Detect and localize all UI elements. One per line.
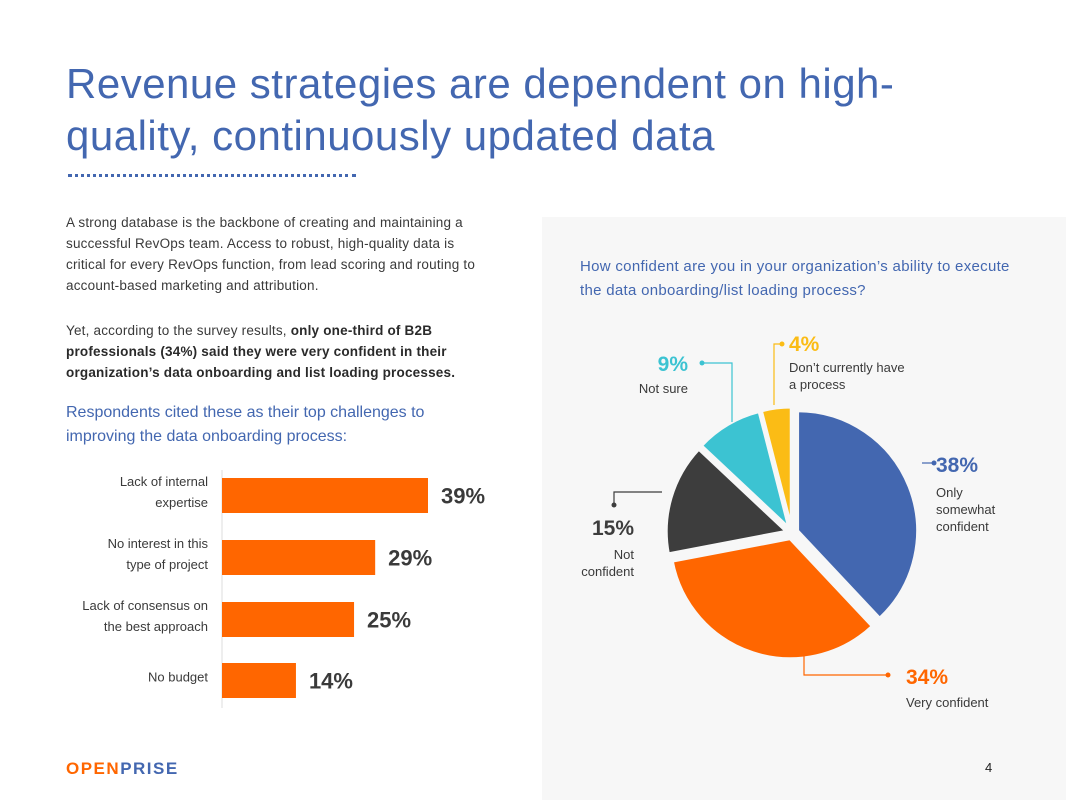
challenges-heading: Respondents cited these as their top cha… bbox=[66, 404, 425, 445]
leader-dot bbox=[611, 502, 617, 508]
finding-prefix: Yet, according to the survey results, bbox=[66, 323, 291, 338]
pie-slice bbox=[796, 409, 920, 621]
pie-value-label: 38% bbox=[936, 454, 978, 477]
bar-value-label: 25% bbox=[367, 608, 411, 633]
pie-category-label: confident bbox=[936, 519, 989, 534]
bar-category-label: Lack of consensus on bbox=[82, 598, 208, 613]
pie-category-label: Not bbox=[614, 547, 635, 562]
leader-line bbox=[702, 362, 733, 422]
bar-category-label: No interest in this bbox=[108, 536, 209, 551]
pie-value-label: 34% bbox=[906, 666, 948, 689]
bar-category-label: the best approach bbox=[104, 619, 208, 634]
bar-category-label: Lack of internal bbox=[120, 474, 208, 489]
openprise-logo: OPENPRISE bbox=[66, 759, 179, 778]
pie-slice bbox=[699, 409, 792, 533]
pie-slice bbox=[759, 405, 793, 528]
pie-slice bbox=[664, 447, 790, 556]
page-number: 4 bbox=[985, 760, 993, 775]
leader-dot bbox=[699, 360, 705, 366]
bar-value-label: 29% bbox=[388, 546, 432, 571]
finding-highlight: only one-third of B2B professionals (34%… bbox=[66, 323, 456, 380]
leader-line bbox=[803, 653, 888, 676]
pie-category-label: Only bbox=[936, 485, 963, 500]
bar-value-label: 14% bbox=[309, 669, 353, 694]
leader-dot bbox=[779, 341, 785, 347]
leader-dot bbox=[885, 672, 891, 678]
pie-value-label: 4% bbox=[789, 333, 820, 356]
bar bbox=[222, 478, 428, 513]
leader-line bbox=[613, 491, 662, 505]
pie-chart-title: How confident are you in your organizati… bbox=[580, 258, 1010, 299]
page-title: Revenue strategies are dependent on high… bbox=[66, 60, 895, 159]
leader-dot bbox=[931, 460, 937, 466]
bar bbox=[222, 540, 376, 575]
pie-category-label: somewhat bbox=[936, 502, 996, 517]
bar-category-label: type of project bbox=[126, 557, 208, 572]
pie-category-label: Not sure bbox=[639, 381, 688, 396]
pie-category-label: confident bbox=[581, 564, 634, 579]
leader-line bbox=[773, 343, 782, 405]
pie-category-label: a process bbox=[789, 377, 846, 392]
challenges-bar-chart: 39% Lack of internal expertise 29% No intere… bbox=[82, 470, 485, 708]
dotted-divider bbox=[68, 174, 356, 181]
bar-value-label: 39% bbox=[441, 484, 485, 509]
pie-value-label: 9% bbox=[658, 353, 689, 376]
finding-paragraph: Yet, according to the survey results, on… bbox=[66, 320, 496, 383]
pie-category-label: Don’t currently have bbox=[789, 360, 905, 375]
bar bbox=[222, 663, 296, 698]
pie-value-label: 15% bbox=[592, 517, 634, 540]
confidence-pie-chart: 38% Only somewhat confident 34% Very confiden… bbox=[581, 333, 996, 710]
bar-category-label: No budget bbox=[148, 670, 208, 685]
intro-paragraph: A strong database is the backbone of cre… bbox=[66, 215, 476, 293]
pie-slice bbox=[670, 537, 875, 661]
bar-category-label: expertise bbox=[155, 495, 208, 510]
pie-category-label: Very confident bbox=[906, 695, 989, 710]
bar bbox=[222, 602, 355, 637]
